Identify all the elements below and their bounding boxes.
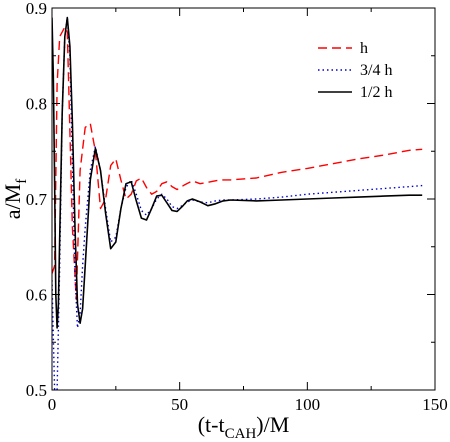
- y-tick-label: 0.5: [26, 381, 47, 400]
- axis-tick-labels: 0 50 100 150 0.5 0.6 0.7 0.8 0.9: [26, 0, 448, 414]
- x-axis-label: (t-tCAH)/M: [198, 412, 290, 442]
- x-tick-label: 50: [171, 395, 188, 414]
- legend-label-0: h: [360, 40, 368, 57]
- x-tick-label: 0: [48, 395, 57, 414]
- y-axis-label: a/Mf: [0, 179, 30, 219]
- legend: h 3/4 h 1/2 h: [318, 40, 392, 101]
- legend-label-1: 3/4 h: [360, 62, 392, 79]
- x-tick-label: 150: [422, 395, 448, 414]
- legend-label-2: 1/2 h: [360, 84, 392, 101]
- y-tick-label: 0.7: [26, 190, 48, 209]
- series-line-0: [52, 26, 423, 300]
- plot-series: [52, 16, 423, 390]
- axis-ticks: [51, 7, 436, 391]
- y-tick-label: 0.6: [26, 286, 47, 305]
- y-tick-label: 0.8: [26, 95, 47, 114]
- y-tick-label: 0.9: [26, 0, 47, 18]
- series-line-2: [52, 16, 423, 329]
- x-tick-label: 100: [295, 395, 321, 414]
- series-line-1: [52, 16, 423, 390]
